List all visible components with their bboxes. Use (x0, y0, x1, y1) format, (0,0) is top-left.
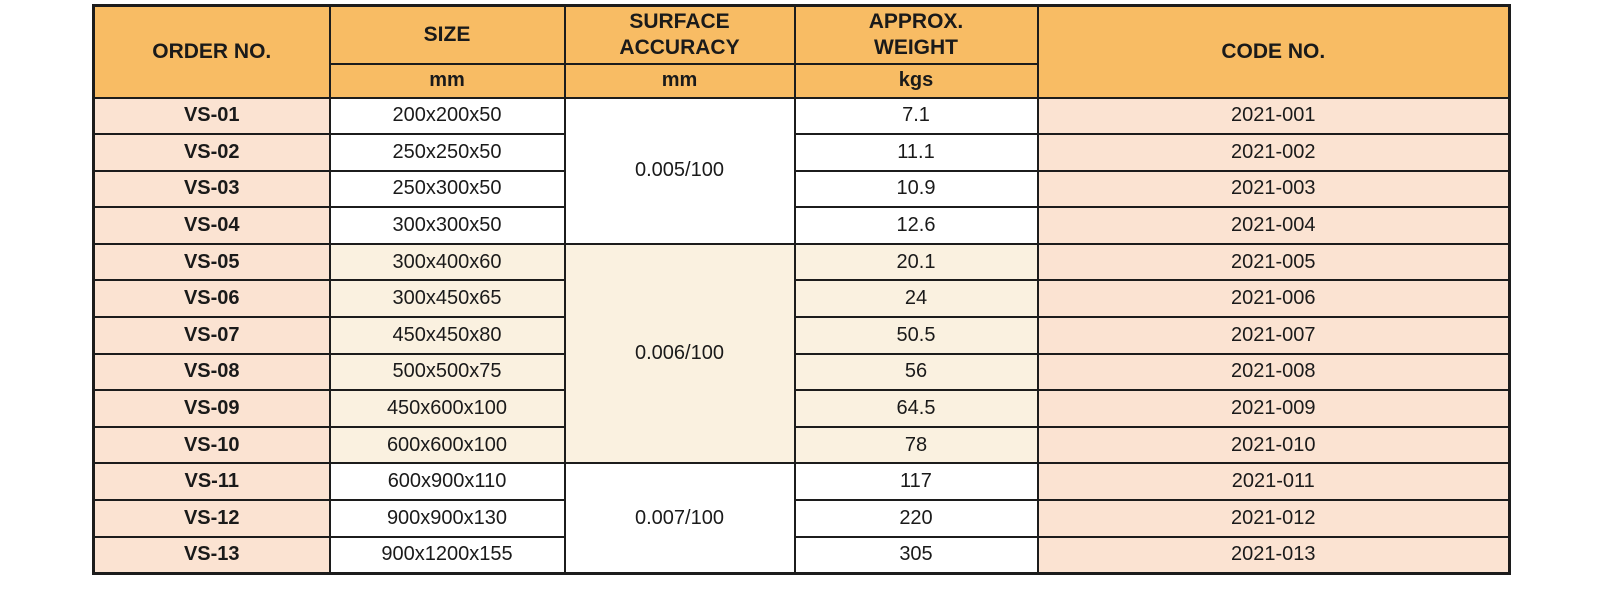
header-approx-weight-label: APPROX. WEIGHT (868, 9, 964, 59)
weight-cell: 10.9 (793, 169, 1039, 209)
header-size-unit: mm (328, 62, 566, 99)
header-approx-weight: APPROX. WEIGHT (793, 4, 1039, 65)
size-cell: 200x200x50 (328, 96, 566, 136)
order-no-cell: VS-04 (92, 206, 331, 245)
table-row: VS-01 200x200x50 0.005/100 7.1 2021-001 (92, 96, 1511, 245)
code-no-cell: 2021-009 (1036, 389, 1511, 428)
header-accuracy-unit: mm (563, 62, 796, 99)
table-row: VS-07 450x450x80 50.5 2021-007 (92, 316, 1511, 355)
table-row: VS-06 300x450x65 24 2021-006 (92, 279, 1511, 319)
size-cell: 600x900x110 (328, 462, 566, 502)
table-header: ORDER NO. SIZE SURFACE ACCURACY APPROX. … (92, 4, 1511, 99)
code-no-cell: 2021-012 (1036, 499, 1511, 538)
size-cell: 300x450x65 (328, 279, 566, 319)
surface-accuracy-cell: 0.006/100 (563, 242, 796, 465)
size-cell: 300x300x50 (328, 206, 566, 245)
surface-plate-spec-table: ORDER NO. SIZE SURFACE ACCURACY APPROX. … (92, 4, 1511, 575)
header-code-no: CODE NO. (1036, 4, 1511, 99)
order-no-cell: VS-01 (92, 96, 331, 136)
size-cell: 300x400x60 (328, 242, 566, 282)
order-no-cell: VS-07 (92, 316, 331, 355)
weight-cell: 64.5 (793, 389, 1039, 428)
weight-cell: 12.6 (793, 206, 1039, 245)
weight-cell: 78 (793, 425, 1039, 465)
order-no-cell: VS-08 (92, 352, 331, 392)
code-no-cell: 2021-005 (1036, 242, 1511, 282)
weight-cell: 24 (793, 279, 1039, 319)
order-no-cell: VS-09 (92, 389, 331, 428)
table-row: VS-10 600x600x100 78 2021-010 (92, 425, 1511, 465)
table-row: VS-05 300x400x60 0.006/100 20.1 2021-005 (92, 242, 1511, 465)
table-row: VS-03 250x300x50 10.9 2021-003 (92, 169, 1511, 209)
code-no-cell: 2021-004 (1036, 206, 1511, 245)
code-no-cell: 2021-011 (1036, 462, 1511, 502)
code-no-cell: 2021-003 (1036, 169, 1511, 209)
surface-accuracy-cell: 0.005/100 (563, 96, 796, 245)
code-no-cell: 2021-010 (1036, 425, 1511, 465)
table-row: VS-02 250x250x50 11.1 2021-002 (92, 133, 1511, 172)
size-cell: 500x500x75 (328, 352, 566, 392)
size-cell: 900x900x130 (328, 499, 566, 538)
order-no-cell: VS-11 (92, 462, 331, 502)
weight-cell: 20.1 (793, 242, 1039, 282)
order-no-cell: VS-03 (92, 169, 331, 209)
order-no-cell: VS-10 (92, 425, 331, 465)
table-row: VS-13 900x1200x155 305 2021-013 (92, 535, 1511, 575)
table-row: VS-09 450x600x100 64.5 2021-009 (92, 389, 1511, 428)
weight-cell: 7.1 (793, 96, 1039, 136)
weight-cell: 220 (793, 499, 1039, 538)
size-cell: 900x1200x155 (328, 535, 566, 575)
order-no-cell: VS-13 (92, 535, 331, 575)
code-no-cell: 2021-008 (1036, 352, 1511, 392)
order-no-cell: VS-12 (92, 499, 331, 538)
surface-accuracy-cell: 0.007/100 (563, 462, 796, 575)
table-body: VS-01 200x200x50 0.005/100 7.1 2021-001 … (92, 96, 1511, 575)
header-surface-accuracy-label: SURFACE ACCURACY (619, 9, 740, 59)
weight-cell: 50.5 (793, 316, 1039, 355)
header-order-no: ORDER NO. (92, 4, 331, 99)
weight-cell: 11.1 (793, 133, 1039, 172)
table-row: VS-04 300x300x50 12.6 2021-004 (92, 206, 1511, 245)
code-no-cell: 2021-013 (1036, 535, 1511, 575)
size-cell: 250x300x50 (328, 169, 566, 209)
code-no-cell: 2021-006 (1036, 279, 1511, 319)
table-row: VS-08 500x500x75 56 2021-008 (92, 352, 1511, 392)
table-row: VS-11 600x900x110 0.007/100 117 2021-011 (92, 462, 1511, 575)
header-size: SIZE (328, 4, 566, 65)
header-surface-accuracy: SURFACE ACCURACY (563, 4, 796, 65)
size-cell: 450x450x80 (328, 316, 566, 355)
size-cell: 450x600x100 (328, 389, 566, 428)
weight-cell: 305 (793, 535, 1039, 575)
code-no-cell: 2021-002 (1036, 133, 1511, 172)
table-row: VS-12 900x900x130 220 2021-012 (92, 499, 1511, 538)
order-no-cell: VS-06 (92, 279, 331, 319)
header-weight-unit: kgs (793, 62, 1039, 99)
order-no-cell: VS-05 (92, 242, 331, 282)
size-cell: 250x250x50 (328, 133, 566, 172)
order-no-cell: VS-02 (92, 133, 331, 172)
weight-cell: 56 (793, 352, 1039, 392)
code-no-cell: 2021-001 (1036, 96, 1511, 136)
code-no-cell: 2021-007 (1036, 316, 1511, 355)
weight-cell: 117 (793, 462, 1039, 502)
size-cell: 600x600x100 (328, 425, 566, 465)
